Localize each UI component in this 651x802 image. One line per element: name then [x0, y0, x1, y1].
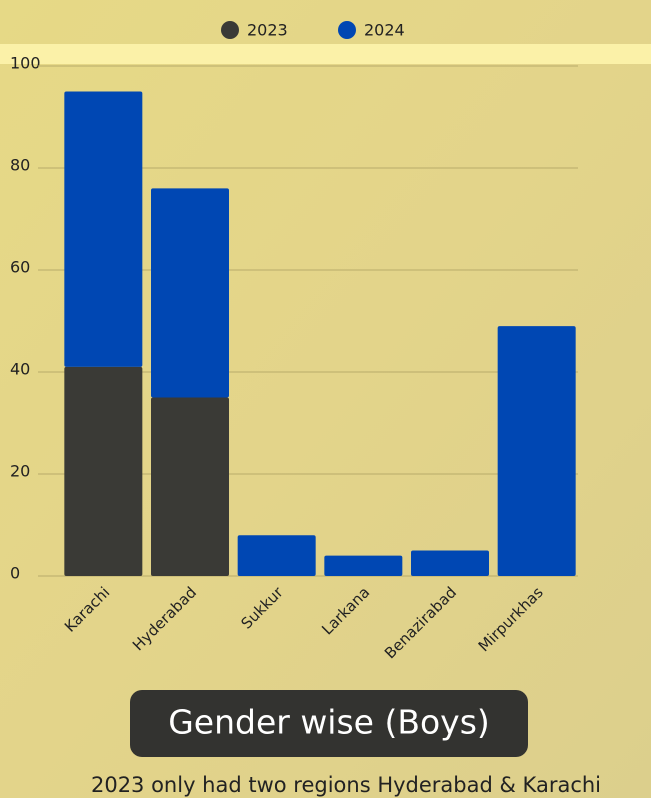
legend-label: 2024	[364, 21, 405, 40]
bar-segment	[411, 550, 489, 576]
bar-segment	[151, 397, 229, 576]
y-tick-label: 60	[10, 258, 30, 277]
bar-segment	[237, 535, 316, 576]
bar-segment	[324, 555, 403, 576]
caption-box	[130, 690, 528, 757]
bar-segment	[64, 366, 143, 576]
caption: Gender wise (Boys)	[168, 703, 490, 742]
bar-segment	[64, 91, 143, 367]
legend-swatch	[338, 21, 356, 39]
y-tick-label: 20	[10, 462, 30, 481]
y-tick-label: 80	[10, 156, 30, 175]
legend-band	[0, 44, 651, 64]
y-tick-label: 0	[10, 564, 20, 583]
bar-segment	[497, 326, 576, 576]
note: 2023 only had two regions Hyderabad & Ka…	[91, 773, 601, 797]
legend-label: 2023	[247, 21, 288, 40]
bar-segment	[151, 188, 229, 398]
y-tick-label: 40	[10, 360, 30, 379]
y-tick-label: 100	[10, 54, 41, 73]
legend-swatch	[221, 21, 239, 39]
